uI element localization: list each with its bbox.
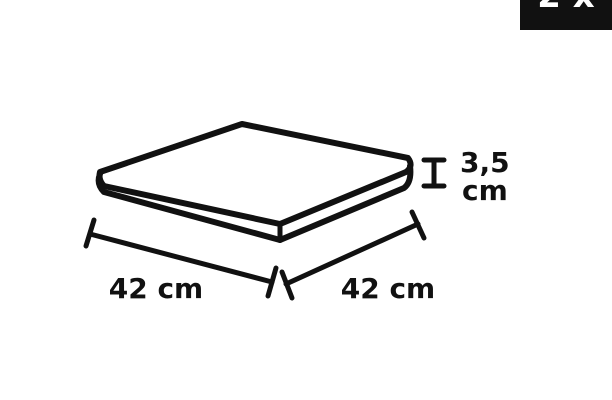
- quantity-badge-background: [520, 0, 612, 30]
- cushion-top-face: [96, 121, 414, 227]
- depth-dimension-line: [279, 209, 427, 301]
- quantity-badge: 2 x: [520, 0, 612, 30]
- width-dimension-line: [83, 217, 279, 299]
- quantity-badge-text: 2 x: [537, 0, 594, 16]
- height-value-label: 3,5: [460, 146, 510, 179]
- square-cushion-icon: [95, 121, 414, 243]
- height-dimension-marker: [421, 157, 447, 189]
- cushion-left-edge: [95, 171, 283, 243]
- width-label: 42 cm: [109, 272, 204, 305]
- cushion-right-edge: [277, 163, 414, 243]
- depth-label: 42 cm: [341, 272, 436, 305]
- height-unit-label: cm: [462, 174, 508, 207]
